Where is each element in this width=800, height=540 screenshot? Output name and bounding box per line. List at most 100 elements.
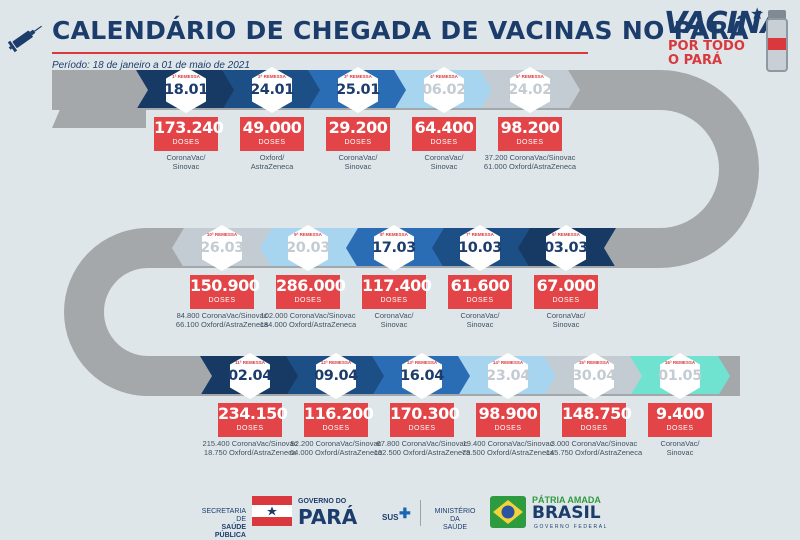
secretaria-line1: SECRETARIA DE: [201, 508, 246, 523]
sus-label: SUS: [382, 513, 399, 522]
logo-title: VACINA: [664, 6, 784, 41]
vaccine-description: CoronaVac/Sinovac: [511, 311, 621, 329]
remessa-label: 9ª REMESSA: [294, 232, 322, 237]
vaccine-line: Sinovac: [172, 162, 200, 171]
vaccine-description: 84.800 CoronaVac/Sinovac 66.100 Oxford/As…: [167, 311, 277, 329]
shipment-card: 7ª REMESSA 10.03: [456, 224, 504, 272]
vaccine-description: 67.800 CoronaVac/Sinovac 102.500 Oxford/A…: [367, 439, 477, 457]
doses-unit: DOSES: [172, 139, 200, 146]
doses-unit: DOSES: [494, 425, 522, 432]
syringe-icon: [7, 25, 42, 53]
vaccine-line: Sinovac: [666, 448, 694, 457]
doses-badge: 9.400 DOSES: [648, 403, 712, 437]
shipment-card: 6ª REMESSA 03.03: [542, 224, 590, 272]
vaccine-line: AstraZeneca: [250, 162, 294, 171]
vaccine-line: Sinovac: [380, 320, 408, 329]
doses-badge: 116.200 DOSES: [304, 403, 374, 437]
doses-unit: DOSES: [580, 425, 608, 432]
shipment-card: 10ª REMESSA 26.03: [198, 224, 246, 272]
vaccine-line: 61.000 Oxford/AstraZeneca: [483, 162, 577, 171]
remessa-label: 6ª REMESSA: [552, 232, 580, 237]
doses-badge: 61.600 DOSES: [448, 275, 512, 309]
shipment-date: 20.03: [286, 240, 330, 256]
vaccine-description: 215.400 CoronaVac/Sinovac 18.750 Oxford/A…: [195, 439, 305, 457]
shipment-card: 16ª REMESSA 01.05: [656, 352, 704, 400]
shipment-card: 13ª REMESSA 16.04: [398, 352, 446, 400]
remessa-label: 13ª REMESSA: [406, 360, 438, 365]
vaccine-line: Oxford/: [259, 153, 285, 162]
vaccine-line: CoronaVac/: [660, 439, 700, 448]
vaccine-line: CoronaVac/: [546, 311, 586, 320]
vial-cap: [768, 10, 786, 20]
vaccine-line: 18.750 Oxford/AstraZeneca: [203, 448, 297, 457]
doses-unit: DOSES: [552, 297, 580, 304]
shipment-card: 5ª REMESSA 24.02: [506, 66, 554, 114]
doses-count: 116.200: [304, 404, 374, 423]
vaccine-description: Oxford/AstraZeneca: [217, 153, 327, 171]
vaccine-description: 3.000 CoronaVac/Sinovac 145.750 Oxford/As…: [539, 439, 649, 457]
vaccine-line: 102.000 CoronaVac/Sinovac: [260, 311, 356, 320]
vaccine-description: CoronaVac/Sinovac: [131, 153, 241, 171]
vaccine-line: 184.000 Oxford/AstraZeneca: [259, 320, 357, 329]
doses-count: 67.000: [536, 276, 596, 295]
shipment-card: 9ª REMESSA 20.03: [284, 224, 332, 272]
shipment-date: 30.04: [572, 368, 616, 384]
vaccine-line: 67.800 CoronaVac/Sinovac: [376, 439, 468, 448]
remessa-label: 4ª REMESSA: [430, 74, 458, 79]
doses-unit: DOSES: [516, 139, 544, 146]
remessa-label: 8ª REMESSA: [380, 232, 408, 237]
vacina-por-todo-o-para-logo: VACINA POR TODO O PARÁ ★: [660, 4, 796, 80]
doses-count: 150.900: [190, 276, 260, 295]
remessa-label: 7ª REMESSA: [466, 232, 494, 237]
doses-badge: 170.300 DOSES: [390, 403, 460, 437]
doses-count: 98.900: [478, 404, 538, 423]
doses-count: 286.000: [276, 276, 346, 295]
shipment-date: 09.04: [314, 368, 358, 384]
title-underline: [52, 52, 588, 54]
vaccine-line: CoronaVac/: [166, 153, 206, 162]
vaccine-description: CoronaVac/Sinovac: [339, 311, 449, 329]
vaccine-description: 102.000 CoronaVac/Sinovac 184.000 Oxford/…: [253, 311, 363, 329]
vaccine-line: Sinovac: [430, 162, 458, 171]
doses-unit: DOSES: [322, 425, 350, 432]
shipment-card: 12ª REMESSA 09.04: [312, 352, 360, 400]
shipment-card: 2ª REMESSA 24.01: [248, 66, 296, 114]
doses-unit: DOSES: [236, 425, 264, 432]
doses-unit: DOSES: [258, 139, 286, 146]
governo-label: GOVERNO DO: [298, 498, 347, 505]
ministerio-label: MINISTÉRIO DA SAÚDE: [430, 508, 480, 532]
remessa-label: 11ª REMESSA: [235, 360, 265, 365]
shipment-date: 06.02: [422, 82, 466, 98]
shipment-card: 4ª REMESSA 06.02: [420, 66, 468, 114]
shipment-card: 8ª REMESSA 17.03: [370, 224, 418, 272]
doses-badge: 234.150 DOSES: [218, 403, 288, 437]
doses-badge: 98.900 DOSES: [476, 403, 540, 437]
para-flag-icon: [252, 496, 292, 526]
doses-unit: DOSES: [294, 297, 322, 304]
remessa-label: 10ª REMESSA: [206, 232, 238, 237]
remessa-label: 14ª REMESSA: [492, 360, 524, 365]
doses-badge: 29.200 DOSES: [326, 117, 390, 151]
vaccine-description: CoronaVac/Sinovac: [625, 439, 735, 457]
logo-subtitle: POR TODO O PARÁ: [668, 40, 745, 68]
doses-badge: 67.000 DOSES: [534, 275, 598, 309]
shipment-date: 26.03: [200, 240, 244, 256]
doses-count: 49.000: [242, 118, 302, 137]
sus-cross-icon: ✚: [399, 505, 411, 521]
doses-unit: DOSES: [430, 139, 458, 146]
patria-amada-label: PÁTRIA AMADA: [532, 495, 601, 505]
logo-subtitle-line2: O PARÁ: [668, 53, 723, 68]
remessa-label: 12ª REMESSA: [320, 360, 352, 365]
doses-badge: 286.000 DOSES: [276, 275, 346, 309]
remessa-label: 5ª REMESSA: [516, 74, 544, 79]
doses-unit: DOSES: [466, 297, 494, 304]
secretaria-label: SECRETARIA DE SAÚDE PÚBLICA: [192, 508, 246, 540]
remessa-label: 3ª REMESSA: [344, 74, 372, 79]
shipment-date: 24.02: [508, 82, 552, 98]
doses-badge: 64.400 DOSES: [412, 117, 476, 151]
vaccine-description: 52.200 CoronaVac/Sinovac 64.000 Oxford/As…: [281, 439, 391, 457]
shipment-date: 23.04: [486, 368, 530, 384]
vaccine-description: CoronaVac/Sinovac: [303, 153, 413, 171]
doses-count: 173.240: [154, 118, 224, 137]
vaccine-line: 3.000 CoronaVac/Sinovac: [550, 439, 638, 448]
